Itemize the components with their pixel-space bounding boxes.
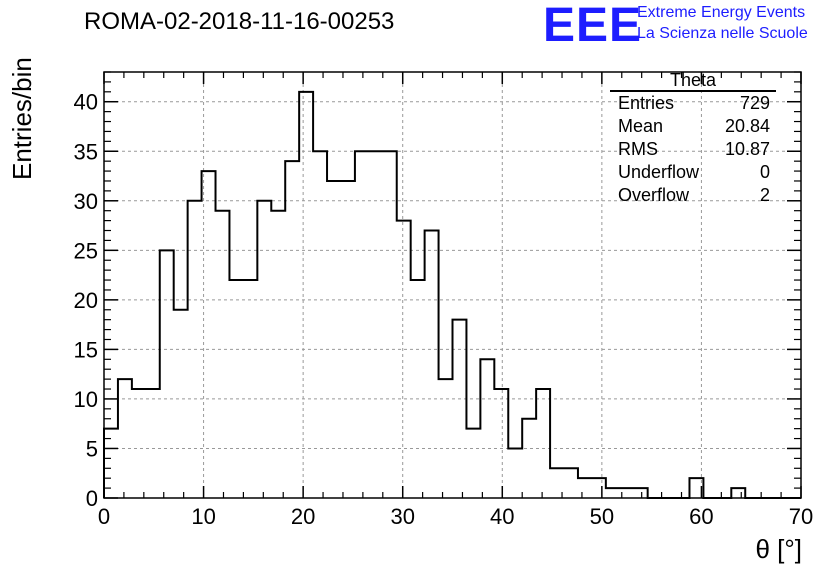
histogram-bin bbox=[327, 181, 341, 498]
histogram-bin bbox=[578, 478, 592, 498]
histogram-bin bbox=[564, 468, 578, 498]
stat-value: 10.87 bbox=[724, 139, 770, 159]
histogram-bin bbox=[453, 320, 467, 498]
stats-box: Theta Entries 729 Mean 20.84 RMS 10.87 U… bbox=[610, 70, 776, 207]
histogram-bin bbox=[397, 221, 411, 498]
x-tick-label: 30 bbox=[390, 504, 414, 529]
histogram-bin bbox=[229, 280, 243, 498]
x-tick-label: 60 bbox=[689, 504, 713, 529]
histogram-bin bbox=[522, 419, 536, 498]
histogram-bin bbox=[439, 379, 453, 498]
stats-title: Theta bbox=[610, 70, 776, 92]
histogram-bin bbox=[494, 389, 508, 498]
stat-value: 0 bbox=[759, 162, 770, 182]
histogram-bin bbox=[160, 250, 174, 498]
histogram-bin bbox=[355, 151, 369, 498]
histogram-bin bbox=[606, 488, 620, 498]
histogram-bin bbox=[118, 379, 132, 498]
stat-label: Mean bbox=[618, 116, 664, 136]
histogram-bin bbox=[369, 151, 383, 498]
histogram-bin bbox=[132, 389, 146, 498]
histogram-bin bbox=[257, 201, 271, 498]
logo-subtitle-line2: La Scienza nelle Scuole bbox=[637, 25, 808, 42]
x-tick-label: 20 bbox=[291, 504, 315, 529]
histogram-bin bbox=[216, 211, 230, 498]
histogram-bin bbox=[299, 92, 313, 498]
histogram-bin bbox=[480, 359, 494, 498]
histogram-bin bbox=[536, 389, 550, 498]
stat-label: RMS bbox=[618, 139, 658, 159]
histogram-bin bbox=[188, 201, 202, 498]
stat-row-underflow: Underflow 0 bbox=[610, 161, 776, 184]
histogram-bin bbox=[383, 151, 397, 498]
eee-logo: EEE bbox=[543, 0, 643, 52]
y-tick-label: 35 bbox=[74, 139, 98, 164]
stat-label: Entries bbox=[618, 93, 675, 113]
x-tick-label: 50 bbox=[590, 504, 614, 529]
y-tick-label: 40 bbox=[74, 90, 98, 115]
histogram-bin bbox=[592, 478, 606, 498]
x-axis-label: θ [°] bbox=[755, 534, 802, 564]
histogram-bin bbox=[634, 488, 648, 498]
y-tick-label: 15 bbox=[74, 337, 98, 362]
histogram-bin bbox=[508, 448, 522, 498]
chart-title: ROMA-02-2018-11-16-00253 bbox=[84, 8, 395, 35]
stat-label: Underflow bbox=[618, 162, 700, 182]
y-axis-label: Entries/bin bbox=[7, 57, 37, 180]
stat-value: 20.84 bbox=[724, 116, 770, 136]
y-tick-label: 5 bbox=[86, 436, 98, 461]
histogram-bin bbox=[202, 171, 216, 498]
histogram-bin bbox=[466, 429, 480, 498]
stat-label: Overflow bbox=[618, 185, 690, 205]
histogram-bin bbox=[271, 211, 285, 498]
histogram-bin bbox=[313, 151, 327, 498]
axis-ticks bbox=[103, 71, 802, 499]
plot-frame bbox=[103, 71, 802, 499]
y-tick-label: 30 bbox=[74, 189, 98, 214]
x-tick-label: 70 bbox=[789, 504, 813, 529]
stat-row-rms: RMS 10.87 bbox=[610, 138, 776, 161]
y-tick-label: 25 bbox=[74, 238, 98, 263]
histogram-bin bbox=[425, 231, 439, 498]
histogram-bin bbox=[146, 389, 160, 498]
y-tick-label: 0 bbox=[86, 486, 98, 511]
stat-row-overflow: Overflow 2 bbox=[610, 184, 776, 207]
x-tick-label: 10 bbox=[191, 504, 215, 529]
histogram-bin bbox=[341, 181, 355, 498]
x-tick-label: 0 bbox=[98, 504, 110, 529]
histogram-bin bbox=[731, 488, 745, 498]
histogram-bin bbox=[285, 161, 299, 498]
grid-lines bbox=[104, 72, 801, 498]
stat-value: 729 bbox=[739, 93, 770, 113]
histogram-bin bbox=[174, 310, 188, 498]
stat-value: 2 bbox=[759, 185, 770, 205]
logo-subtitle-line1: Extreme Energy Events bbox=[637, 4, 806, 21]
y-tick-label: 20 bbox=[74, 288, 98, 313]
histogram-bin bbox=[411, 280, 425, 498]
histogram-bin bbox=[243, 280, 257, 498]
x-tick-label: 40 bbox=[490, 504, 514, 529]
stat-row-entries: Entries 729 bbox=[610, 92, 776, 115]
y-tick-label: 10 bbox=[74, 387, 98, 412]
stat-row-mean: Mean 20.84 bbox=[610, 115, 776, 138]
